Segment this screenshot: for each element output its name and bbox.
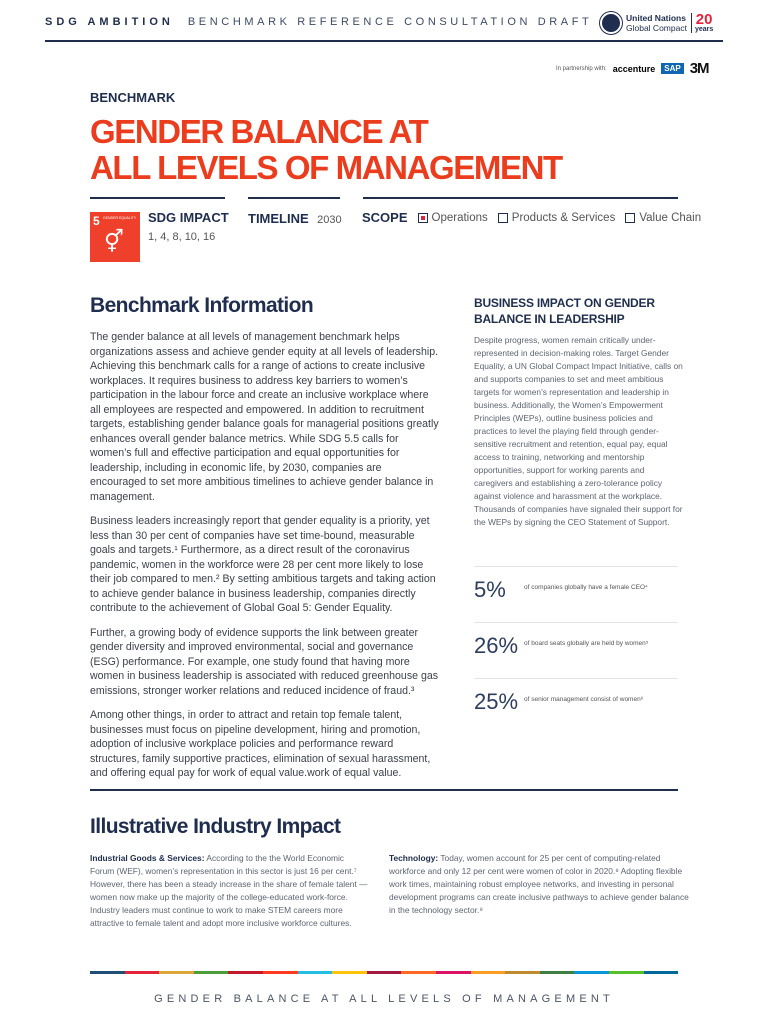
paragraph: Further, a growing body of evidence supp… <box>90 626 439 697</box>
industry-heading: Illustrative Industry Impact <box>90 815 341 838</box>
stat-desc: of board seats globally are held by wome… <box>524 640 649 647</box>
scope-value-chain[interactable]: Value Chain <box>625 212 701 224</box>
divider <box>363 197 678 199</box>
color-segment <box>366 971 402 974</box>
stat-desc: of companies globally have a female CEO⁴ <box>524 584 648 591</box>
color-segment <box>401 971 436 974</box>
benchmark-heading: Benchmark Information <box>90 294 314 317</box>
sdg-number: 5 <box>93 214 100 228</box>
timeline-label: TIMELINE <box>248 211 309 226</box>
logo-line1: United Nations <box>626 13 686 23</box>
divider <box>248 197 340 199</box>
divider <box>90 197 225 199</box>
checkbox-checked-icon[interactable] <box>417 212 428 223</box>
color-segment <box>505 971 540 974</box>
industry-item: Industrial Goods & Services: According t… <box>90 852 370 930</box>
business-impact-heading: BUSINESS IMPACT ON GENDER BALANCE IN LEA… <box>474 296 655 326</box>
color-segment <box>262 971 298 974</box>
stat: 25% of senior management consist of women… <box>474 678 678 734</box>
scope-products-services[interactable]: Products & Services <box>497 211 616 224</box>
timeline-value: 2030 <box>317 214 342 226</box>
color-segment <box>297 971 333 974</box>
timeline: TIMELINE 2030 <box>248 210 342 228</box>
color-segment <box>574 971 609 974</box>
industry-item: Technology: Today, women account for 25 … <box>389 852 689 917</box>
color-segment <box>332 971 367 974</box>
3m-logo: 3M <box>689 60 710 77</box>
accenture-logo: accenture <box>612 63 656 74</box>
color-segment <box>435 971 471 974</box>
stat-value: 25% <box>474 689 519 714</box>
sdg-impact: SDG IMPACT 1, 4, 8, 10, 16 <box>148 210 229 243</box>
header-subtitle: BENCHMARK REFERENCE CONSULTATION DRAFT <box>187 16 593 28</box>
ungc-logo: United Nations Global Compact 20 years <box>600 12 713 34</box>
stat: 5% of companies globally have a female CE… <box>474 566 678 622</box>
brand: SDG AMBITION <box>45 16 174 28</box>
color-segment <box>159 971 194 974</box>
industry-text: Today, women account for 25 per cent of … <box>389 853 689 915</box>
anniversary-badge: 20 years <box>690 11 714 33</box>
industry-label: Industrial Goods & Services: <box>90 853 205 863</box>
option-label: Value Chain <box>639 211 702 224</box>
stat: 26% of board seats globally are held by w… <box>474 622 678 678</box>
sap-logo: SAP <box>661 63 684 74</box>
paragraph: Business leaders increasingly report tha… <box>90 515 436 614</box>
checkbox-icon[interactable] <box>497 212 508 223</box>
title-line: ALL LEVELS OF MANAGEMENT <box>90 149 563 186</box>
footer-title: GENDER BALANCE AT ALL LEVELS OF MANAGEME… <box>154 993 614 1005</box>
title-line: GENDER BALANCE AT <box>90 113 429 150</box>
sdg-impact-value: 1, 4, 8, 10, 16 <box>148 231 216 243</box>
benchmark-body: The gender balance at all levels of mana… <box>90 330 440 791</box>
industry-label: Technology: <box>389 853 439 863</box>
scope-label: SCOPE <box>362 210 408 225</box>
years-number: 20 <box>695 11 713 28</box>
paragraph: The gender balance at all levels of mana… <box>90 331 439 503</box>
color-segment <box>90 971 125 974</box>
business-impact-text: Despite progress, women remain criticall… <box>474 335 683 527</box>
kicker: BENCHMARK <box>90 90 176 105</box>
logo-line2: Global Compact <box>626 23 687 33</box>
scope: SCOPE Operations Products & Services Val… <box>362 210 701 225</box>
partnership-label: In partnership with: <box>556 65 607 72</box>
stat-value: 5% <box>474 577 506 602</box>
color-segment <box>470 971 506 974</box>
color-segment <box>608 971 644 974</box>
option-label: Products & Services <box>511 211 616 224</box>
sdg-label: GENDER EQUALITY <box>103 216 137 220</box>
checkbox-icon[interactable] <box>625 212 636 223</box>
partners: In partnership with: accenture SAP 3M <box>556 60 710 77</box>
color-segment <box>124 971 160 974</box>
color-segment <box>643 971 679 974</box>
un-emblem-icon <box>600 12 622 34</box>
sdg-impact-label: SDG IMPACT <box>148 210 229 225</box>
section-divider <box>90 789 678 791</box>
page-title: GENDER BALANCE AT ALL LEVELS OF MANAGEMEN… <box>90 113 563 186</box>
paragraph: Among other things, in order to attract … <box>90 709 431 779</box>
header-text: SDG AMBITION BENCHMARK REFERENCE CONSULTA… <box>45 16 592 28</box>
gender-equality-icon: ⚥ <box>104 229 124 254</box>
scope-operations[interactable]: Operations <box>417 211 488 224</box>
sdg5-icon: 5 GENDER EQUALITY ⚥ <box>90 212 140 262</box>
stat-desc: of senior management consist of women⁶ <box>524 696 644 703</box>
years-label: years <box>694 26 714 33</box>
color-segment <box>193 971 229 974</box>
stat-value: 26% <box>474 633 519 658</box>
header-divider <box>45 40 723 42</box>
color-segment <box>228 971 263 974</box>
option-label: Operations <box>431 211 488 224</box>
sdg-color-bar <box>90 971 679 974</box>
color-segment <box>539 971 575 974</box>
industry-text: According to the the World Economic Foru… <box>90 853 368 928</box>
